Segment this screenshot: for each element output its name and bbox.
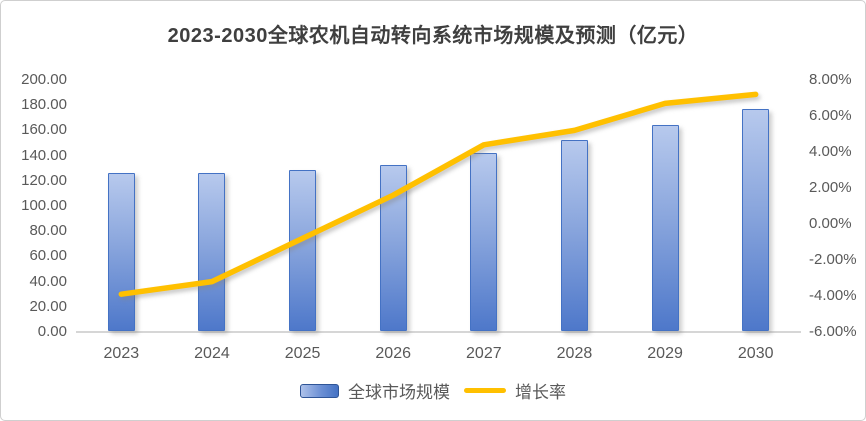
y-axis-left-tick-label: 140.00 [21, 146, 67, 164]
x-axis-label-2029: 2029 [647, 345, 683, 362]
y-axis-left-tick-label: 160.00 [21, 121, 67, 139]
bar-2024 [198, 172, 226, 331]
bar-2028 [560, 139, 588, 331]
y-axis-left-tick-label: 40.00 [29, 272, 67, 290]
y-axis-right-tick-label: -2.00% [809, 251, 857, 268]
x-axis-label-2025: 2025 [284, 345, 321, 362]
bar-series-swatch-icon [300, 383, 339, 398]
y-axis-left-tick-label: 120.00 [21, 171, 67, 189]
bar-2027 [470, 153, 498, 331]
line-series-swatch-icon [464, 388, 506, 393]
legend-label-growth-rate: 增长率 [515, 383, 566, 402]
y-axis-right-tick-label: 8.00% [809, 71, 852, 88]
y-axis-right-tick-label: -4.00% [809, 287, 857, 304]
bar-2026 [379, 165, 407, 331]
legend: 全球市场规模 增长率 [1, 378, 865, 403]
y-axis-right-tick-label: 6.00% [809, 107, 852, 124]
bar-2030 [742, 108, 770, 331]
y-axis-left-tick-label: 180.00 [21, 96, 67, 114]
y-axis-left-tick-label: 0.00 [37, 323, 67, 340]
x-axis-label-2023: 2023 [103, 345, 140, 362]
legend-item-growth-rate: 增长率 [464, 378, 566, 403]
y-axis-right-tick-label: -6.00% [809, 323, 857, 340]
bar-2029 [651, 124, 679, 331]
x-axis-label-2027: 2027 [466, 345, 502, 362]
x-axis-label-2030: 2030 [737, 345, 774, 362]
y-axis-left-tick-label: 100.00 [21, 197, 67, 214]
y-axis-right-tick-label: 2.00% [809, 179, 852, 196]
x-axis-label-2024: 2024 [194, 345, 230, 362]
y-axis-left-tick-label: 60.00 [29, 247, 67, 265]
chart-title: 2023-2030全球农机自动转向系统市场规模及预测（亿元） [167, 25, 699, 47]
y-axis-left-tick-label: 20.00 [29, 297, 67, 315]
bar-2023 [107, 172, 135, 331]
y-axis-left-tick-label: 200.00 [21, 71, 67, 88]
legend-item-market-size: 全球市场规模 [300, 378, 450, 403]
x-axis-line [76, 331, 801, 333]
y-axis-right-tick-label: 0.00% [809, 215, 852, 232]
y-axis-right-tick-label: 4.00% [809, 143, 852, 160]
bar-2025 [289, 170, 317, 331]
legend-label-market-size: 全球市场规模 [348, 383, 450, 402]
x-axis-label-2026: 2026 [375, 345, 411, 362]
x-axis-label-2028: 2028 [556, 345, 593, 362]
y-axis-left-tick-label: 80.00 [29, 222, 67, 240]
